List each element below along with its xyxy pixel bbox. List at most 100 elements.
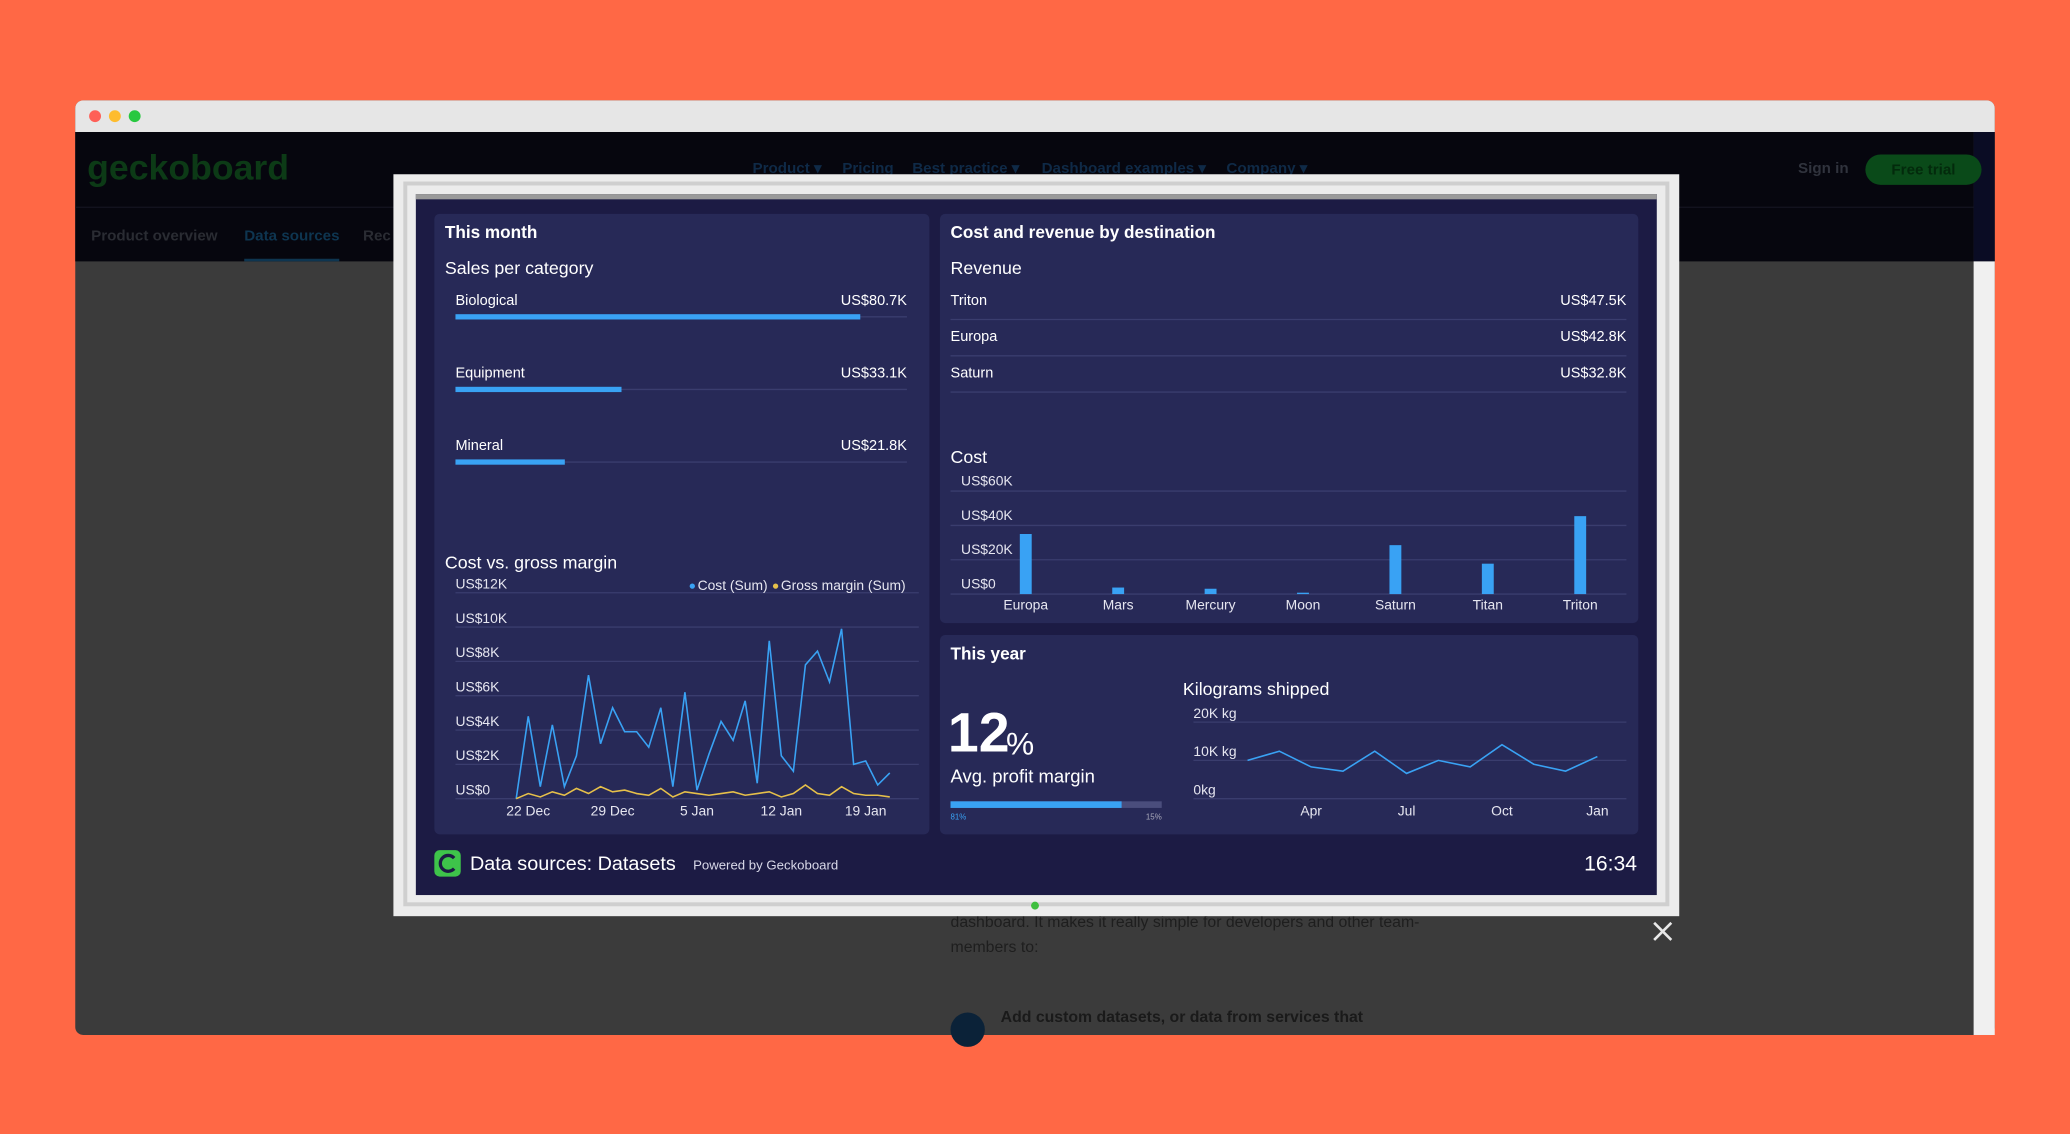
subnav-item[interactable]: Rec: [363, 227, 391, 244]
bar: [1481, 563, 1494, 595]
target-label: 15%: [1146, 812, 1162, 821]
y-tick-label: US$0: [961, 575, 996, 591]
value-label: US$80.7K: [841, 293, 907, 309]
min-dot[interactable]: [108, 110, 121, 123]
x-tick-label: Saturn: [1375, 597, 1416, 613]
bar: [455, 386, 622, 393]
row-value: US$32.8K: [1560, 365, 1626, 381]
x-tick-label: Mercury: [1186, 597, 1236, 613]
line-series: [1247, 743, 1598, 775]
x-tick-label: Titan: [1473, 597, 1503, 613]
widget-title: This year: [951, 643, 1027, 663]
chart-title: Sales per category: [445, 258, 594, 278]
progress-label: 81%: [951, 812, 967, 821]
row-name: Saturn: [951, 365, 994, 381]
bar: [455, 459, 565, 465]
row-value: US$42.8K: [1560, 329, 1626, 345]
subnav-item[interactable]: Product overview: [91, 227, 218, 244]
y-tick-label: US$60K: [961, 473, 1013, 489]
body-text: members to:: [951, 939, 1039, 956]
nav-item[interactable]: Pricing: [842, 160, 893, 177]
value-label: US$33.1K: [841, 365, 907, 381]
x-tick-label: 19 Jan: [845, 803, 887, 819]
y-tick-label: 10K kg: [1193, 743, 1236, 759]
x-tick-label: Jul: [1398, 803, 1416, 819]
subnav-item[interactable]: Data sources: [244, 227, 339, 244]
line-series: [515, 783, 890, 800]
value-label: US$21.8K: [841, 438, 907, 454]
row-name: Europa: [951, 329, 999, 345]
max-dot[interactable]: [128, 110, 141, 123]
scroll-top: [1973, 132, 1995, 262]
category-label: Equipment: [455, 365, 524, 381]
gecko-logo-mark: [438, 853, 456, 873]
x-tick-label: Mars: [1103, 597, 1134, 613]
x-tick-label: Oct: [1491, 803, 1513, 819]
y-tick-label: US$40K: [961, 507, 1013, 523]
nav-item[interactable]: Dashboard examples ▾: [1042, 160, 1207, 177]
chart-title: Revenue: [951, 258, 1022, 278]
widget-title: Cost and revenue by destination: [951, 222, 1216, 242]
widget: [434, 213, 930, 835]
chart-title: Cost: [951, 447, 988, 467]
bar: [1574, 516, 1587, 595]
x-tick-label: 5 Jan: [680, 803, 714, 819]
x-tick-label: 22 Dec: [506, 803, 550, 819]
row-name: Triton: [951, 293, 988, 309]
y-tick-label: US$4K: [455, 713, 500, 729]
category-label: Mineral: [455, 438, 503, 454]
progress-bar: [950, 801, 1122, 808]
free-trial-button[interactable]: [1865, 154, 1982, 185]
y-tick-label: US$0: [455, 781, 490, 797]
body-text: dashboard. It makes it really simple for…: [951, 914, 1420, 931]
bar: [1297, 592, 1309, 595]
bar: [1112, 587, 1125, 595]
logo[interactable]: geckoboard: [87, 148, 289, 188]
kpi-value: 12: [948, 701, 1010, 763]
nav-item[interactable]: Product ▾: [752, 160, 822, 177]
status-dot: [1031, 901, 1039, 910]
x-tick-label: Jan: [1586, 803, 1608, 819]
chart-title: Kilograms shipped: [1183, 679, 1330, 699]
close-dot[interactable]: [89, 110, 102, 123]
line-series: [515, 628, 891, 799]
body-text: Add custom datasets, or data from servic…: [1001, 1009, 1364, 1026]
category-label: Biological: [455, 293, 517, 309]
y-tick-label: US$20K: [961, 541, 1013, 557]
footer-title: Data sources: Datasets: [470, 853, 676, 875]
y-tick-label: US$8K: [455, 644, 500, 660]
widget: [939, 634, 1639, 835]
legend-dot: [772, 583, 779, 589]
close-modal[interactable]: [1653, 921, 1673, 941]
y-tick-label: US$6K: [455, 678, 500, 694]
x-tick-label: 29 Dec: [591, 803, 635, 819]
sign-in[interactable]: Sign in: [1798, 160, 1849, 177]
footer-time: 16:34: [1584, 852, 1637, 875]
x-tick-label: Triton: [1563, 597, 1598, 613]
kpi-unit: %: [1006, 725, 1034, 761]
check-icon: [950, 1012, 985, 1047]
free-trial-label[interactable]: Free trial: [1891, 161, 1955, 178]
kpi-label: Avg. profit margin: [951, 765, 1095, 786]
bar: [1019, 533, 1032, 595]
y-tick-label: US$12K: [455, 575, 507, 591]
nav-item[interactable]: Best practice ▾: [912, 160, 1020, 177]
nav-item[interactable]: Company ▾: [1226, 160, 1307, 177]
y-tick-label: 20K kg: [1193, 705, 1236, 721]
bar: [455, 314, 861, 320]
y-tick-label: 0kg: [1193, 781, 1215, 797]
bar: [1204, 588, 1217, 595]
legend-dot: [689, 583, 695, 589]
x-tick-label: 12 Jan: [761, 803, 803, 819]
y-tick-label: US$2K: [455, 747, 500, 763]
widget-title: This month: [445, 222, 537, 242]
title-bar: [75, 100, 1995, 133]
scroll-strip: [1973, 261, 1995, 1035]
row-value: US$47.5K: [1560, 293, 1626, 309]
widget: [939, 213, 1639, 624]
chart-title: Cost vs. gross margin: [445, 552, 617, 572]
bar: [1389, 545, 1402, 595]
x-tick-label: Europa: [1003, 597, 1048, 613]
x-tick-label: Moon: [1286, 597, 1321, 613]
